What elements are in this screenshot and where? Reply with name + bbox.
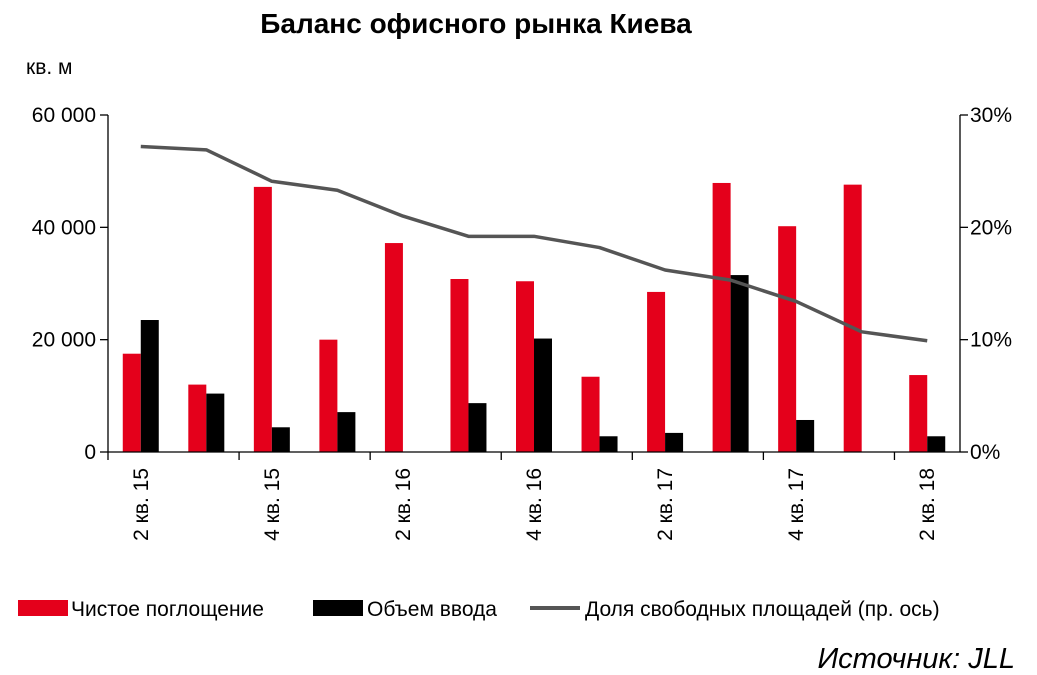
bar-net-absorption	[319, 339, 338, 452]
bar-net-absorption	[450, 279, 469, 452]
legend-label-new-supply: Объем ввода	[367, 598, 497, 621]
x-tick-label: 2 кв. 16	[392, 468, 415, 541]
x-tick-label: 2 кв. 15	[130, 468, 153, 541]
bar-new-supply	[665, 432, 684, 452]
bar-net-absorption	[516, 281, 534, 452]
bar-new-supply	[337, 412, 356, 452]
bar-new-supply	[927, 436, 946, 452]
legend-label-net-absorption: Чистое поглощение	[71, 598, 264, 621]
y-tick-label: 60 000	[32, 104, 96, 127]
bar-net-absorption	[384, 243, 403, 452]
x-tick-label: 4 кв. 16	[523, 468, 546, 541]
bar-net-absorption	[122, 353, 141, 452]
source-note: Источник: JLL	[817, 643, 1015, 675]
bar-net-absorption	[647, 291, 666, 452]
legend-label-vacancy-rate: Доля свободных площадей (пр. ось)	[585, 598, 940, 621]
y-axis-unit: кв. м	[26, 56, 72, 79]
line-series-group	[140, 144, 928, 343]
bar-net-absorption	[843, 184, 862, 452]
x-tick-label: 4 кв. 17	[785, 468, 808, 541]
line-vacancy-rate	[140, 144, 928, 343]
chart-title: Баланс офисного рынка Киева	[260, 8, 692, 39]
x-tick-label: 2 кв. 17	[654, 468, 677, 541]
x-tick-label: 4 кв. 15	[261, 468, 284, 541]
bar-new-supply	[534, 338, 552, 452]
legend-swatch-net-absorption	[18, 600, 68, 616]
legend-swatch-new-supply	[313, 600, 363, 616]
y2-tick-label: 10%	[970, 329, 1012, 352]
bar-new-supply	[599, 436, 618, 452]
bar-new-supply	[796, 419, 815, 452]
bar-new-supply	[468, 403, 487, 452]
y-axis-right: 30% 20% 10% 0%	[960, 104, 1012, 464]
bar-new-supply	[271, 427, 290, 452]
y-axis-left: 60 000 40 000 20 000 0	[32, 104, 108, 464]
bar-net-absorption	[712, 182, 731, 452]
bar-net-absorption	[253, 186, 272, 453]
bar-new-supply	[140, 320, 159, 452]
y-tick-label: 0	[84, 441, 96, 464]
y2-tick-label: 0%	[970, 441, 1000, 464]
y-tick-label: 20 000	[32, 329, 96, 352]
bar-net-absorption	[581, 376, 600, 452]
bar-new-supply	[730, 275, 749, 452]
bar-net-absorption	[188, 384, 207, 452]
x-tick-label: 2 кв. 18	[916, 468, 939, 541]
y-tick-label: 40 000	[32, 216, 96, 239]
bar-net-absorption	[909, 375, 928, 452]
bar-net-absorption	[778, 226, 797, 452]
bar-new-supply	[206, 393, 225, 452]
axes	[107, 115, 961, 453]
legend: Чистое поглощение Объем ввода Доля свобо…	[18, 598, 940, 621]
x-axis: 2 кв. 15 4 кв. 15 2 кв. 16 4 кв. 16 2 кв. 17…	[107, 452, 939, 541]
y2-tick-label: 20%	[970, 216, 1012, 239]
bars-group	[122, 182, 946, 453]
y2-tick-label: 30%	[970, 104, 1012, 127]
